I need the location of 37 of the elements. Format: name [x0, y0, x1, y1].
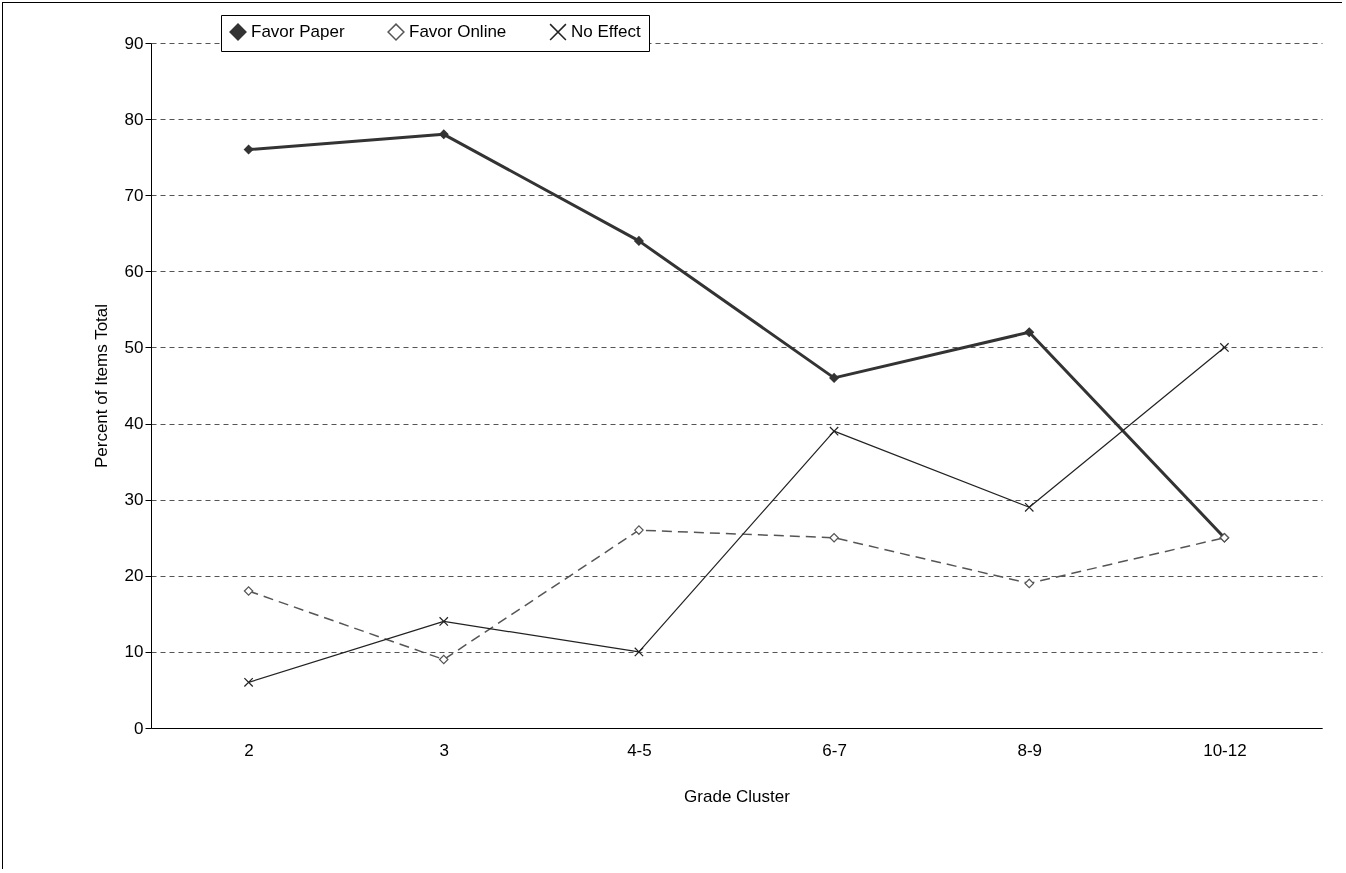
- y-tick-label: 60: [124, 261, 144, 281]
- point: [634, 647, 644, 657]
- y-tick-label: 40: [124, 414, 144, 434]
- x-tick-label: 2: [244, 740, 254, 760]
- y-tick-label: 20: [124, 566, 144, 586]
- point: [243, 677, 254, 688]
- y-tick-label: 10: [124, 642, 144, 662]
- point: [1219, 342, 1230, 353]
- y-tick-label: 70: [124, 185, 144, 205]
- x-tick-label: 4-5: [627, 740, 652, 760]
- x-tick-label: 10-12: [1203, 740, 1247, 760]
- x-axis-title: Grade Cluster: [684, 786, 791, 806]
- point: [438, 654, 449, 665]
- point: [243, 586, 254, 596]
- y-tick-label: 30: [124, 490, 144, 510]
- point: [634, 236, 644, 246]
- point: [634, 525, 644, 535]
- legend-label: Favor Online: [409, 22, 507, 42]
- legend-label: Favor Paper: [251, 22, 345, 42]
- point: [829, 532, 839, 543]
- y-tick-label: 90: [124, 33, 144, 53]
- point: [1024, 502, 1035, 513]
- y-tick-label: 80: [124, 109, 144, 129]
- y-axis-title: Percent of Items Total: [91, 303, 111, 469]
- point: [1024, 578, 1035, 589]
- x-tick-label: 8-9: [1017, 740, 1043, 760]
- y-tick-label: 50: [124, 337, 144, 357]
- x-tick-label: 6-7: [822, 740, 847, 760]
- point: [829, 426, 839, 436]
- legend-label: No Effect: [571, 22, 641, 42]
- point: [1024, 327, 1035, 338]
- point: [438, 129, 449, 140]
- point: [829, 373, 839, 383]
- x-tick-label: 3: [439, 740, 449, 760]
- point: [243, 144, 254, 155]
- point: [438, 616, 449, 627]
- y-tick-label: 0: [134, 718, 144, 738]
